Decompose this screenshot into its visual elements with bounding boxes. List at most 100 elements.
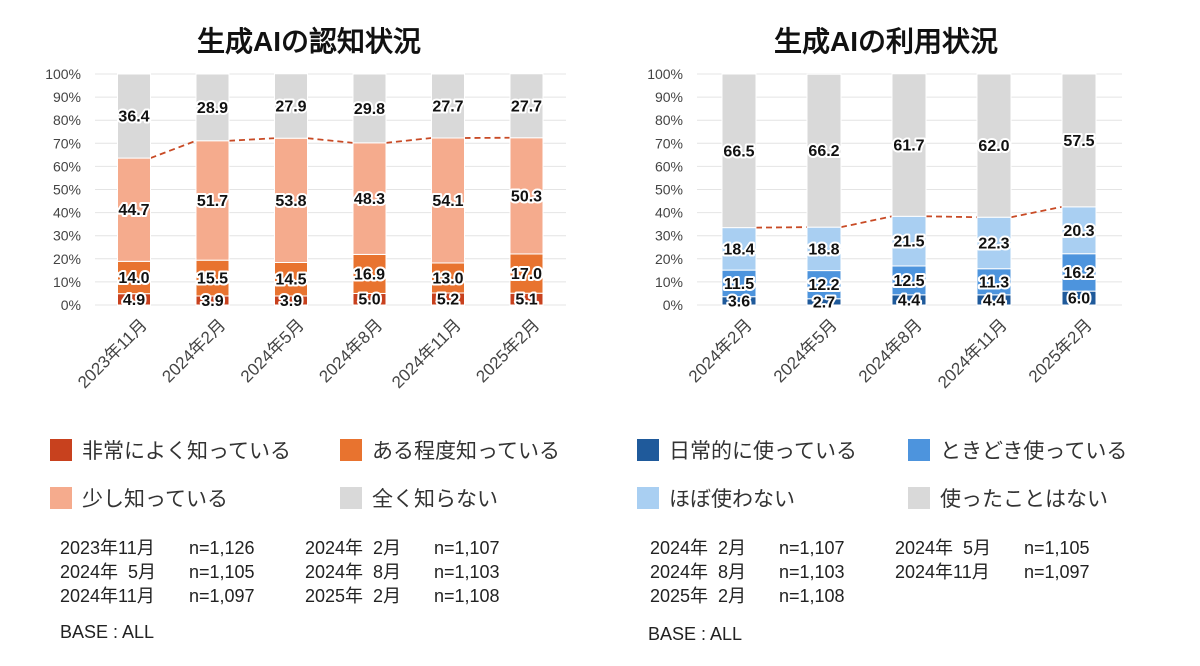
legend-label: 少し知っている bbox=[82, 488, 228, 511]
x-tick-label: 2024年8月 bbox=[855, 315, 926, 386]
charts-canvas: 0% 10% 20% 30% 40% 50% 60% 70% 80% 90% 100% 2023年11… bbox=[45, 66, 1122, 392]
legend-swatch-very-familiar bbox=[50, 439, 72, 461]
data-label: 14.0 bbox=[118, 270, 149, 287]
sample-size-entry: 2025年 2月 n=1,108 bbox=[650, 584, 880, 608]
data-label: 44.7 bbox=[118, 202, 149, 219]
data-label: 53.8 bbox=[275, 193, 306, 210]
y-tick-label: 10% bbox=[53, 274, 81, 290]
data-label: 12.2 bbox=[808, 277, 839, 294]
data-label: 54.1 bbox=[432, 193, 463, 210]
legend-label: ある程度知っている bbox=[372, 440, 560, 463]
legend-item-daily-use: 日常的に使っている bbox=[637, 435, 857, 465]
survey-period: 2024年 8月 bbox=[305, 562, 402, 582]
legend-item-slightly-familiar: 少し知っている bbox=[50, 483, 228, 513]
legend-label: ときどき使っている bbox=[940, 440, 1128, 463]
sample-size-entry: 2024年 5月 n=1,105 bbox=[895, 536, 1125, 560]
y-tick-label: 20% bbox=[655, 251, 683, 267]
x-tick-label: 2024年5月 bbox=[237, 315, 308, 386]
sample-size-entry: 2024年 2月 n=1,107 bbox=[650, 536, 880, 560]
bar-segment-not-familiar bbox=[431, 73, 465, 139]
y-tick-label: 60% bbox=[655, 158, 683, 174]
sample-count: n=1,108 bbox=[779, 586, 845, 606]
bar-segment-not-familiar bbox=[195, 73, 230, 142]
data-label: 27.7 bbox=[511, 98, 542, 115]
legend-label: 日常的に使っている bbox=[669, 440, 857, 463]
trend-line-segment bbox=[385, 137, 432, 144]
sample-count: n=1,097 bbox=[189, 586, 255, 606]
data-label: 4.9 bbox=[123, 292, 145, 309]
bar-segment-somewhat-familiar bbox=[274, 261, 308, 297]
data-label: 66.5 bbox=[723, 143, 754, 160]
sample-count: n=1,126 bbox=[189, 538, 255, 558]
data-label: 2.7 bbox=[813, 294, 835, 311]
data-label: 3.9 bbox=[201, 293, 223, 310]
sample-size-entry: 2024年11月 n=1,097 bbox=[895, 560, 1125, 584]
data-label: 6.0 bbox=[1068, 291, 1090, 308]
survey-period: 2024年11月 bbox=[895, 562, 990, 582]
bar-segment-never-used bbox=[976, 73, 1012, 218]
y-tick-label: 90% bbox=[655, 89, 683, 105]
data-label: 61.7 bbox=[893, 138, 924, 155]
bar-segment-not-familiar bbox=[352, 73, 387, 144]
sample-size-entry: 2024年 8月 n=1,103 bbox=[305, 560, 535, 584]
y-tick-label: 50% bbox=[655, 182, 683, 198]
sample-count: n=1,097 bbox=[1024, 562, 1090, 582]
bar-segment-slightly-familiar bbox=[117, 157, 151, 262]
y-tick-label: 60% bbox=[53, 158, 81, 174]
y-tick-label: 30% bbox=[53, 228, 81, 244]
sample-count: n=1,107 bbox=[434, 538, 500, 558]
data-label: 18.4 bbox=[723, 241, 754, 258]
survey-period: 2025年 2月 bbox=[650, 586, 747, 606]
data-label: 16.2 bbox=[1063, 265, 1094, 282]
bar-segment-slightly-familiar bbox=[274, 137, 308, 263]
base-note: BASE : ALL bbox=[648, 624, 743, 644]
legend-item-never-used: 使ったことはない bbox=[908, 483, 1108, 513]
survey-period: 2024年 5月 bbox=[895, 538, 992, 558]
survey-period: 2024年 2月 bbox=[305, 538, 402, 558]
bar-segment-somewhat-familiar bbox=[195, 259, 230, 297]
trend-line-segment bbox=[150, 139, 197, 159]
bar-segment-never-used bbox=[891, 73, 927, 217]
survey-period: 2024年11月 bbox=[60, 586, 155, 606]
x-tick-label: 2024年2月 bbox=[685, 315, 756, 386]
bar-segment-not-familiar bbox=[274, 73, 308, 139]
legend-label: 非常によく知っている bbox=[82, 440, 291, 463]
legend-swatch-not-familiar bbox=[340, 487, 362, 509]
legend-label: ほぼ使わない bbox=[669, 488, 795, 511]
bar-segment-never-used bbox=[1061, 73, 1097, 208]
legend-swatch-slightly-familiar bbox=[50, 487, 72, 509]
data-label: 11.3 bbox=[979, 274, 1009, 291]
y-tick-label: 0% bbox=[663, 297, 683, 313]
bar-segment-never-used bbox=[806, 73, 842, 228]
data-label: 27.7 bbox=[432, 98, 463, 115]
data-label: 17.0 bbox=[511, 266, 542, 283]
x-tick-label: 2025年2月 bbox=[472, 315, 543, 386]
data-label: 51.7 bbox=[197, 193, 228, 210]
data-label: 48.3 bbox=[354, 191, 385, 208]
legend-swatch-somewhat-familiar bbox=[340, 439, 362, 461]
data-label: 5.0 bbox=[358, 292, 380, 309]
legend-swatch-daily-use bbox=[637, 439, 659, 461]
x-tick-label: 2024年2月 bbox=[158, 315, 229, 386]
data-label: 29.8 bbox=[354, 101, 385, 118]
data-label: 28.9 bbox=[197, 100, 228, 117]
bar-segment-slightly-familiar bbox=[431, 137, 465, 264]
bar-segment-rarely-use bbox=[976, 216, 1012, 270]
sample-count: n=1,107 bbox=[779, 538, 845, 558]
y-tick-label: 100% bbox=[647, 66, 683, 82]
bar-segment-somewhat-familiar bbox=[117, 260, 151, 295]
legend-item-occasional-use: ときどき使っている bbox=[908, 435, 1127, 465]
y-tick-label: 50% bbox=[53, 182, 81, 198]
sample-size-entry: 2024年 2月 n=1,107 bbox=[305, 536, 535, 560]
usage-chart-title: 生成AIの利用状況 bbox=[773, 26, 998, 57]
data-label: 11.5 bbox=[724, 276, 754, 293]
awareness-chart-title: 生成AIの認知状況 bbox=[196, 26, 421, 57]
data-label: 16.9 bbox=[354, 266, 385, 283]
data-label: 5.1 bbox=[515, 292, 537, 309]
data-label: 27.9 bbox=[275, 98, 306, 115]
data-label: 13.0 bbox=[432, 270, 463, 287]
sample-count: n=1,105 bbox=[1024, 538, 1090, 558]
y-tick-label: 70% bbox=[655, 135, 683, 151]
y-tick-label: 30% bbox=[655, 228, 683, 244]
data-label: 22.3 bbox=[978, 235, 1009, 252]
